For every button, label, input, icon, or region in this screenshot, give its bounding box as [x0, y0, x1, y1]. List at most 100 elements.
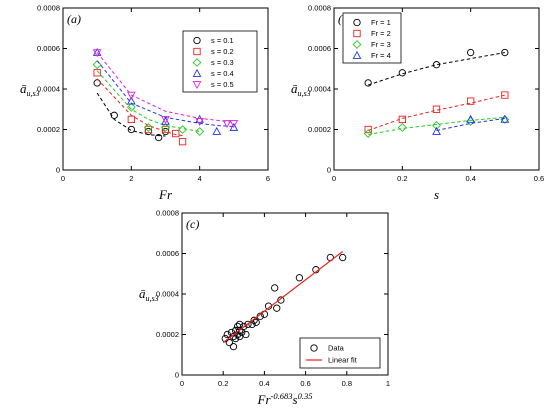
data-point	[178, 125, 188, 134]
chart-panel-1: 0 2 4 6 0 0.0002 0.0004 0.0006 0.0008 āu,s3 Fr (a) s…	[20, 4, 270, 202]
data-point	[161, 116, 170, 125]
legend-entry: Linear fit	[328, 356, 358, 365]
data-point	[277, 296, 285, 304]
legend-swatch	[352, 50, 362, 59]
y-tick-label: 0.0006	[156, 249, 179, 258]
x-tick-label: 0.2	[397, 174, 407, 183]
legend: Fr = 1 Fr = 2 Fr = 3 Fr = 4	[342, 12, 402, 64]
data-point	[126, 102, 136, 112]
data-point	[225, 338, 234, 347]
chart-panel-3: 0 0.2 0.4 0.6 0.8 1 0 0.0002 0.0004 0.0006 0.0008 ā…	[139, 209, 390, 407]
legend-swatch	[192, 58, 202, 67]
data-point	[161, 116, 170, 125]
legend-entry: Fr = 3	[371, 40, 391, 49]
x-tick-label: 1	[386, 379, 390, 388]
data-point	[467, 97, 475, 105]
y-tick-label: 0.0004	[37, 85, 60, 94]
data-point	[110, 111, 118, 119]
legend-swatch	[192, 81, 202, 90]
data-point	[144, 125, 153, 134]
data-point	[295, 274, 304, 282]
x-axis-label: s	[434, 187, 439, 202]
data-point	[155, 133, 163, 142]
x-tick-label: 0.2	[218, 379, 228, 388]
data-point	[250, 316, 258, 324]
data-point	[252, 318, 260, 326]
data-point	[467, 48, 475, 57]
data-point	[161, 123, 170, 132]
data-point	[127, 115, 135, 124]
x-tick-label: 0.4	[465, 174, 475, 183]
legend-entry: Data	[328, 344, 345, 353]
data-point	[236, 320, 244, 329]
x-tick-label: 2	[129, 174, 133, 183]
legend-swatch	[352, 40, 362, 49]
data-point	[229, 120, 239, 129]
data-point	[127, 125, 135, 134]
y-tick-label: 0.0006	[308, 44, 331, 53]
panel-label: (a)	[67, 12, 81, 26]
legend-box	[342, 12, 402, 64]
linear-fit-line	[222, 250, 344, 344]
data-point	[500, 114, 510, 123]
data-point	[398, 115, 406, 124]
fit-curve-4	[96, 60, 234, 127]
y-tick-label: 0.0008	[156, 209, 179, 218]
data-point	[222, 120, 232, 129]
y-tick-label: 0.0008	[308, 4, 331, 13]
data-point	[195, 118, 205, 127]
fit-curve-5	[96, 52, 234, 123]
data-point	[500, 114, 510, 124]
data-point	[339, 253, 347, 262]
legend-swatch	[353, 29, 361, 38]
data-point	[93, 79, 101, 87]
data-point	[271, 284, 279, 292]
data-point	[501, 91, 509, 99]
legend-box	[299, 337, 381, 369]
x-tick-label: 0	[332, 174, 336, 183]
data-point	[92, 60, 102, 70]
x-tick-label: 0.6	[300, 379, 310, 388]
legend-entry: s = 0.5	[211, 80, 234, 89]
legend-swatch	[310, 344, 318, 352]
y-tick-label: 0.0002	[308, 125, 331, 134]
data-point	[398, 69, 406, 77]
data-point	[126, 96, 136, 105]
x-tick-label: 0.4	[259, 379, 269, 388]
panel-label: (c)	[186, 217, 199, 231]
data-point	[432, 121, 441, 130]
legend: s = 0.1 s = 0.2 s = 0.3 s = 0.4 s = 0.5	[182, 30, 258, 93]
y-tick-label: 0.0004	[308, 85, 331, 94]
data-point	[195, 127, 205, 136]
fit-curve-2	[96, 78, 183, 137]
fit-curve-3	[368, 116, 505, 136]
y-axis-label: āu,s3	[291, 81, 311, 98]
y-tick-label: 0	[175, 371, 179, 380]
data-point	[92, 49, 102, 58]
y-tick-label: 0	[327, 166, 331, 175]
legend-entry: s = 0.3	[211, 58, 234, 67]
x-tick-label: 6	[266, 174, 270, 183]
legend-swatch	[193, 47, 201, 56]
x-tick-label: 0.8	[342, 379, 352, 388]
legend-entry: Fr = 2	[371, 29, 391, 38]
data-point	[364, 79, 372, 87]
data-point	[501, 48, 509, 57]
legend-entry: Fr = 1	[371, 18, 391, 27]
data-point	[178, 137, 187, 146]
legend-swatch	[193, 36, 201, 45]
data-point	[432, 61, 441, 69]
y-tick-label: 0.0002	[37, 125, 60, 134]
data-point	[397, 123, 407, 132]
data-point	[229, 122, 239, 131]
x-tick-label: 0.6	[534, 174, 544, 183]
legend-swatch	[192, 68, 202, 77]
legend-swatch	[353, 18, 361, 27]
legend-entry: s = 0.2	[211, 47, 234, 56]
data-point	[231, 334, 240, 343]
data-point	[242, 330, 250, 339]
data-point	[93, 69, 101, 77]
legend-entry: Fr = 4	[371, 51, 391, 60]
data-point	[143, 123, 153, 132]
